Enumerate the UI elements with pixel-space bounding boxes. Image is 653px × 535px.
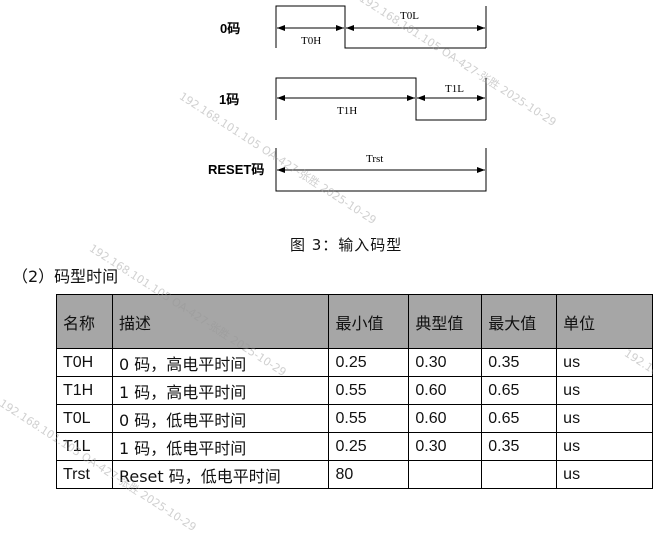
cell-typ: 0.60 [408, 404, 483, 433]
cell-name: T0H [56, 348, 113, 377]
label-1-code: 1码 [219, 92, 239, 107]
table-header-row: 名称 描述 最小值 典型值 最大值 单位 [56, 294, 653, 349]
cell-max: 0.35 [481, 432, 558, 461]
timing-diagram: 0码 T0H T0L 1码 T1H T1L RESET码 Trst [208, 5, 487, 192]
label-0-code: 0码 [220, 21, 240, 36]
label-t1l: T1L [445, 83, 464, 95]
cell-description: Reset 码，低电平时间 [111, 460, 330, 489]
label-t0l: T0L [400, 10, 419, 22]
header-name: 名称 [56, 294, 113, 349]
label-t1h: T1H [337, 105, 357, 117]
cell-min: 0.55 [328, 404, 410, 433]
header-max: 最大值 [481, 294, 558, 349]
cell-max: 0.35 [481, 348, 558, 377]
table-row: T0H 0 码，高电平时间 0.25 0.30 0.35 us [56, 348, 653, 377]
cell-unit: us [556, 376, 653, 405]
cell-description: 0 码，低电平时间 [111, 404, 330, 433]
cell-unit: us [556, 460, 653, 489]
cell-name: Trst [56, 460, 113, 489]
cell-unit: us [556, 432, 653, 461]
cell-unit: us [556, 404, 653, 433]
table-row: T1L 1 码，低电平时间 0.25 0.30 0.35 us [56, 432, 653, 461]
cell-typ: 0.30 [408, 432, 483, 461]
waveform-reset-code [275, 148, 487, 192]
cell-max [481, 460, 558, 489]
cell-description: 1 码，低电平时间 [111, 432, 330, 461]
cell-min: 0.55 [328, 376, 410, 405]
header-unit: 单位 [556, 294, 653, 349]
table-row: T0L 0 码，低电平时间 0.55 0.60 0.65 us [56, 404, 653, 433]
cell-description: 1 码，高电平时间 [111, 376, 330, 405]
section-title: （2）码型时间 [12, 267, 119, 286]
cell-name: T1H [56, 376, 113, 405]
cell-typ: 0.30 [408, 348, 483, 377]
cell-unit: us [556, 348, 653, 377]
cell-typ: 0.60 [408, 376, 483, 405]
timing-table: 名称 描述 最小值 典型值 最大值 单位 T0H 0 码，高电平时间 0.25 0.3… [56, 294, 653, 489]
cell-min: 80 [328, 460, 410, 489]
cell-max: 0.65 [481, 404, 558, 433]
cell-min: 0.25 [328, 348, 410, 377]
waveform-1-code [275, 77, 486, 121]
figure-caption: 图 3：输入码型 [290, 236, 403, 254]
cell-name: T1L [56, 432, 113, 461]
label-trst: Trst [366, 153, 383, 165]
table-row: Trst Reset 码，低电平时间 80 us [56, 460, 653, 489]
header-min: 最小值 [328, 294, 410, 349]
header-description: 描述 [111, 294, 330, 349]
table-row: T1H 1 码，高电平时间 0.55 0.60 0.65 us [56, 376, 653, 405]
cell-typ [408, 460, 483, 489]
cell-name: T0L [56, 404, 113, 433]
cell-max: 0.65 [481, 376, 558, 405]
label-t0h: T0H [301, 35, 321, 47]
header-typ: 典型值 [408, 294, 483, 349]
cell-description: 0 码，高电平时间 [111, 348, 330, 377]
waveform-0-code [275, 5, 486, 49]
label-reset-code: RESET码 [208, 162, 264, 177]
cell-min: 0.25 [328, 432, 410, 461]
